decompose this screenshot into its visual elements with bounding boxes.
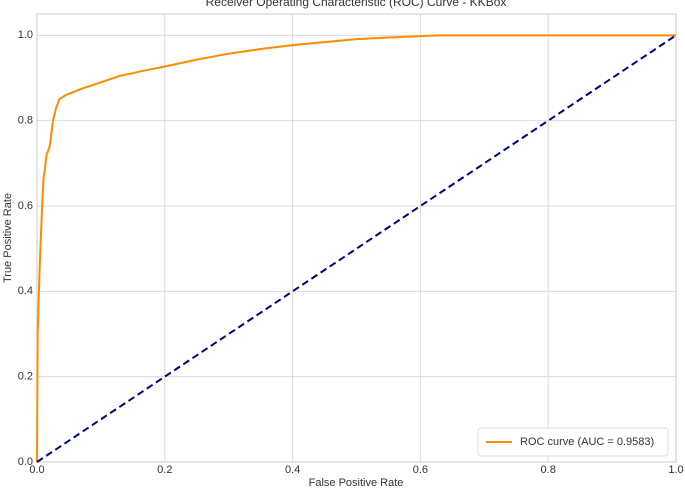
x-tick-label: 0.2 (157, 464, 172, 476)
x-tick-label: 1.0 (668, 464, 683, 476)
legend-label: ROC curve (AUC = 0.9583) (520, 436, 654, 448)
series-line (36, 34, 677, 463)
x-tick-label: 0.4 (285, 464, 300, 476)
y-tick-label: 0.4 (18, 285, 33, 297)
grid (36, 14, 677, 463)
series-line (36, 34, 676, 463)
y-axis-label: True Positive Rate (2, 193, 14, 283)
x-axis-label: False Positive Rate (309, 477, 404, 488)
y-tick-label: 0.6 (18, 200, 33, 212)
y-tick-label: 0.8 (18, 115, 33, 127)
plot-frame (36, 13, 677, 463)
y-tick-label: 0.2 (18, 371, 33, 383)
x-tick-label: 0.6 (413, 464, 428, 476)
y-tick-label: 1.0 (18, 29, 33, 41)
x-tick-label: 0.8 (541, 464, 556, 476)
chart-title: Receiver Operating Characteristic (ROC) … (206, 0, 507, 9)
legend-box (477, 427, 669, 457)
y-tick-label: 0.0 (18, 456, 33, 468)
x-tick-label: 0.0 (29, 464, 44, 476)
